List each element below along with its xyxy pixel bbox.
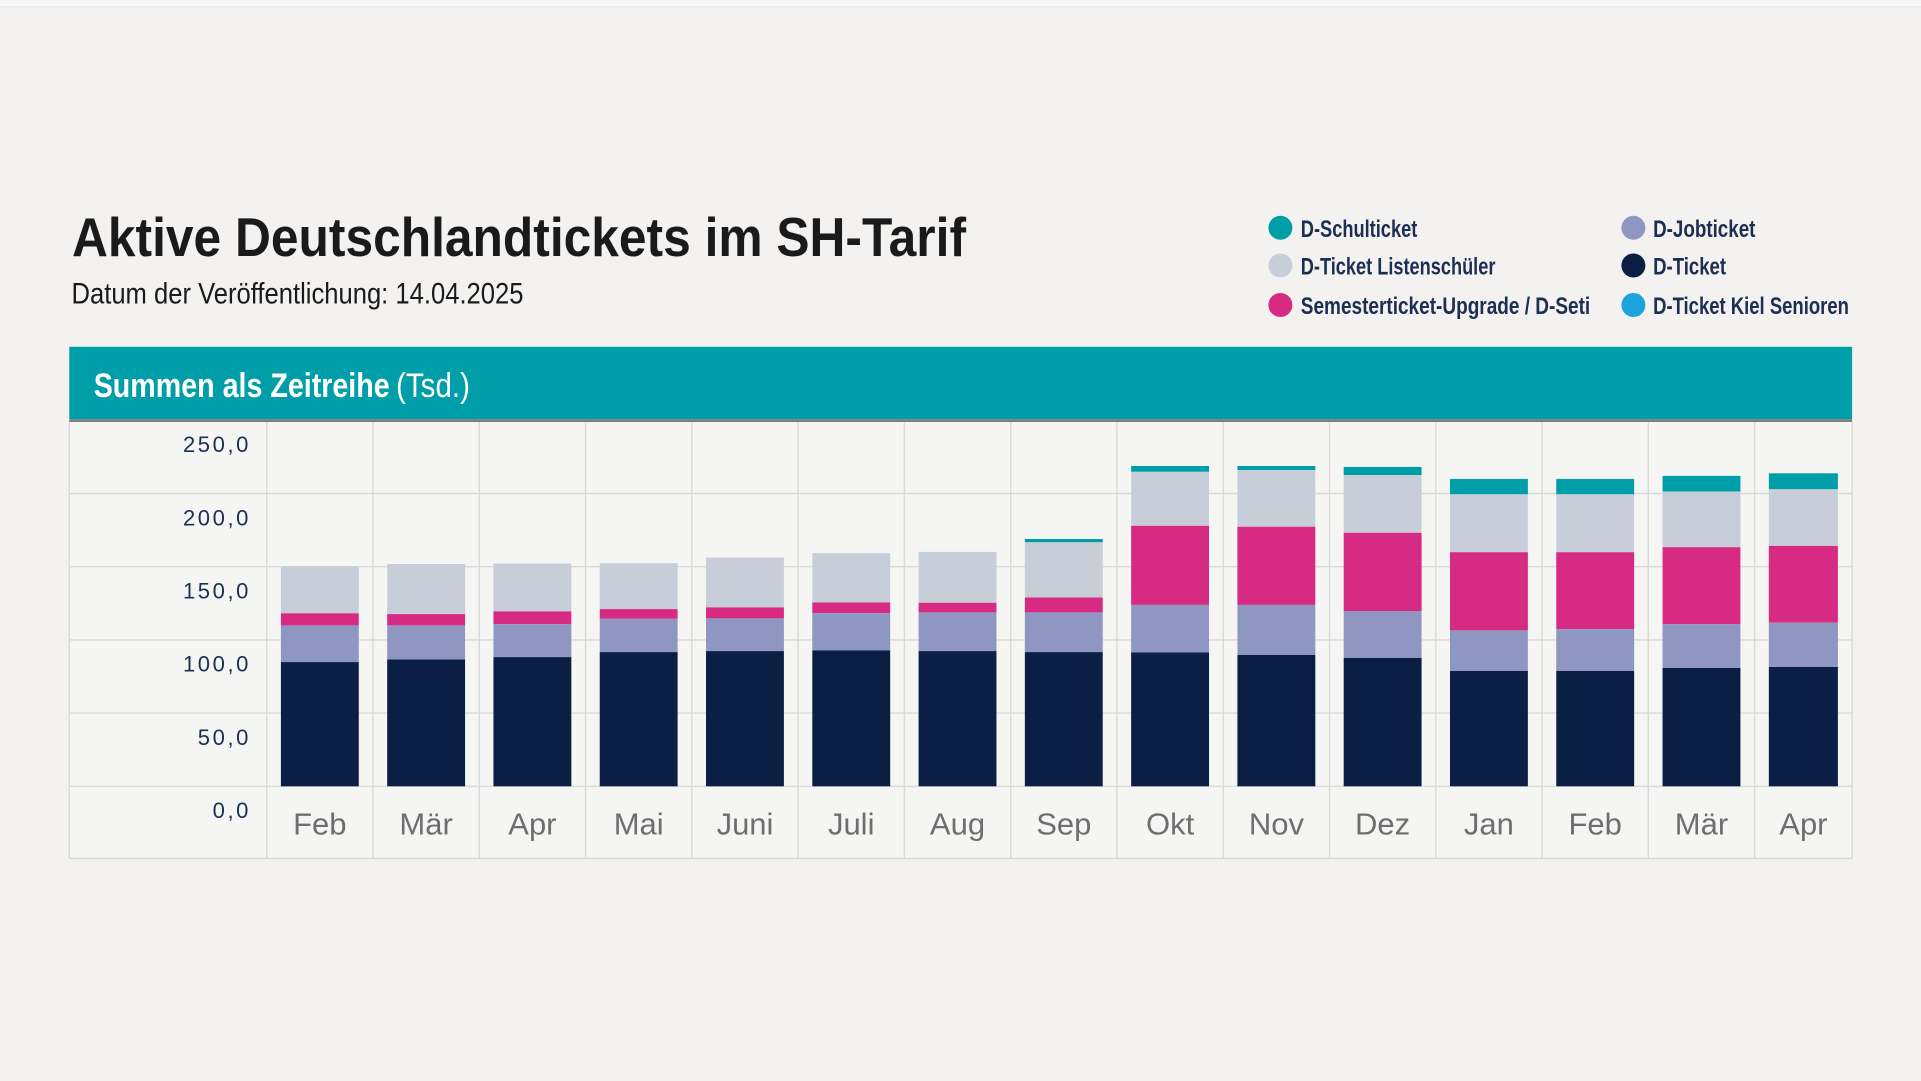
svg-text:Dez: Dez <box>1355 807 1410 842</box>
svg-text:Sep: Sep <box>1036 807 1091 842</box>
svg-text:250,0: 250,0 <box>183 432 251 457</box>
svg-text:Juli: Juli <box>828 807 875 842</box>
svg-text:Apr: Apr <box>1779 807 1827 842</box>
svg-text:Okt: Okt <box>1146 807 1195 842</box>
svg-text:Summen als Zeitreihe: Summen als Zeitreihe <box>94 367 390 405</box>
svg-text:100,0: 100,0 <box>183 652 251 677</box>
svg-text:200,0: 200,0 <box>183 505 251 530</box>
svg-text:D-Ticket Kiel Senioren: D-Ticket Kiel Senioren <box>1653 293 1849 320</box>
svg-text:D-Jobticket: D-Jobticket <box>1653 216 1755 243</box>
svg-text:Nov: Nov <box>1249 807 1305 842</box>
svg-text:Datum der Veröffentlichung: 14: Datum der Veröffentlichung: 14.04.2025 <box>72 277 524 310</box>
svg-text:Jan: Jan <box>1464 807 1514 842</box>
svg-text:D-Ticket Listenschüler: D-Ticket Listenschüler <box>1301 254 1496 281</box>
svg-text:50,0: 50,0 <box>198 725 251 750</box>
svg-text:Aktive Deutschlandtickets im S: Aktive Deutschlandtickets im SH-Tarif <box>72 206 967 268</box>
svg-text:Mär: Mär <box>399 807 452 842</box>
svg-text:0,0: 0,0 <box>213 798 251 823</box>
svg-text:150,0: 150,0 <box>183 579 251 604</box>
svg-text:Feb: Feb <box>293 807 346 842</box>
svg-text:Semesterticket-Upgrade / D-Set: Semesterticket-Upgrade / D-Seti <box>1301 293 1590 320</box>
svg-text:Apr: Apr <box>508 807 556 842</box>
svg-text:(Tsd.): (Tsd.) <box>396 367 470 405</box>
svg-text:Mai: Mai <box>614 807 664 842</box>
svg-text:Mär: Mär <box>1675 807 1728 842</box>
svg-text:Juni: Juni <box>717 807 774 842</box>
svg-text:Feb: Feb <box>1568 807 1621 842</box>
svg-text:D-Ticket: D-Ticket <box>1653 254 1726 281</box>
svg-text:Aug: Aug <box>930 807 985 842</box>
svg-text:D-Schulticket: D-Schulticket <box>1301 216 1418 243</box>
